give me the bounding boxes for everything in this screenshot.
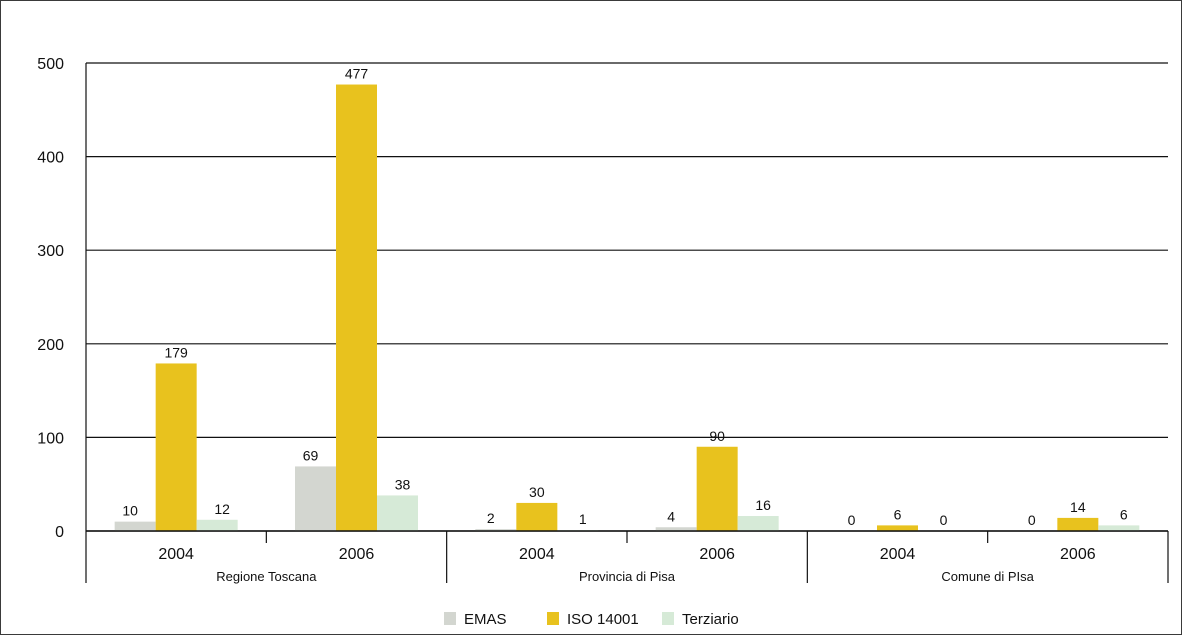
y-tick-label: 300 xyxy=(37,243,64,260)
bar-terziario xyxy=(196,519,238,531)
y-tick-label: 400 xyxy=(37,150,64,167)
gridlines xyxy=(86,62,1168,532)
legend-swatch-emas xyxy=(444,612,456,625)
data-label: 6 xyxy=(1120,506,1128,522)
y-tick-label: 0 xyxy=(55,524,64,541)
data-label: 30 xyxy=(529,484,545,500)
bar-iso-14001 xyxy=(155,363,197,531)
data-label: 4 xyxy=(667,508,675,524)
legend-label: EMAS xyxy=(464,611,507,628)
data-label: 1 xyxy=(579,511,587,527)
data-label: 6 xyxy=(894,506,902,522)
data-label: 90 xyxy=(709,428,725,444)
legend-label: ISO 14001 xyxy=(567,611,639,628)
y-tick-label: 500 xyxy=(37,56,64,73)
region-label: Comune di PIsa xyxy=(941,569,1034,584)
legend-swatch-iso-14001 xyxy=(547,612,559,625)
data-label: 14 xyxy=(1070,499,1086,515)
x-tick-label: 2006 xyxy=(699,546,735,563)
data-label: 0 xyxy=(940,512,948,528)
data-label: 179 xyxy=(164,344,188,360)
bar-emas xyxy=(655,527,697,531)
data-label: 16 xyxy=(755,497,771,513)
data-label: 12 xyxy=(214,501,230,517)
bar-iso-14001 xyxy=(516,502,558,531)
bar-terziario xyxy=(737,516,779,531)
y-tick-label: 200 xyxy=(37,337,64,354)
bar-emas xyxy=(114,521,156,531)
legend-swatch-terziario xyxy=(662,612,674,625)
legend-label: Terziario xyxy=(682,611,739,628)
legend: EMAS ISO 14001 Terziario xyxy=(444,611,739,628)
bar-emas xyxy=(475,529,517,531)
bar-terziario xyxy=(1098,525,1140,531)
bar-iso-14001 xyxy=(1057,517,1099,531)
x-tick-label: 2004 xyxy=(158,546,194,563)
bar-iso-14001 xyxy=(336,84,377,531)
data-label: 2 xyxy=(487,510,495,526)
data-label: 38 xyxy=(395,476,411,492)
region-label: Provincia di Pisa xyxy=(579,569,676,584)
bar-iso-14001 xyxy=(877,525,918,531)
data-label: 10 xyxy=(122,503,138,519)
bars xyxy=(114,84,1140,531)
region-label: Regione Toscana xyxy=(216,569,317,584)
x-tick-label: 2006 xyxy=(339,546,375,563)
x-tick-label: 2004 xyxy=(519,546,555,563)
y-axis: 0 100 200 300 400 500 xyxy=(37,56,87,541)
data-label: 0 xyxy=(848,512,856,528)
y-tick-label: 100 xyxy=(37,430,64,447)
bar-iso-14001 xyxy=(696,446,738,531)
x-axis: 2004 2006 2004 2006 2004 2006 Regione Toscana P… xyxy=(85,530,1169,584)
data-label: 0 xyxy=(1028,512,1036,528)
x-tick-label: 2006 xyxy=(1060,546,1096,563)
data-label: 477 xyxy=(345,66,369,82)
bar-emas xyxy=(295,466,336,531)
bar-terziario xyxy=(377,495,418,531)
x-tick-label: 2004 xyxy=(880,546,916,563)
data-label: 69 xyxy=(303,447,319,463)
